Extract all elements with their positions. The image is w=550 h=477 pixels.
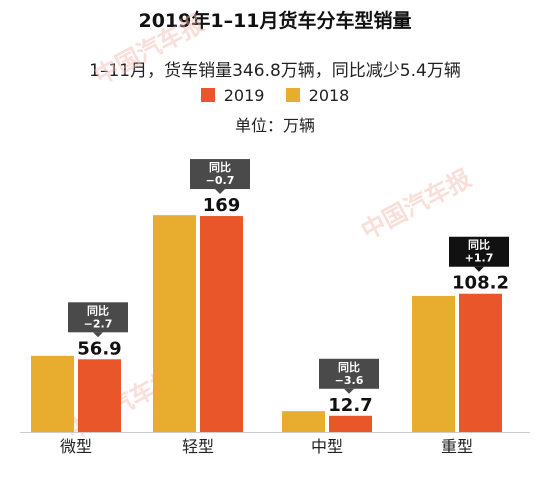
yoy-callout-pointer-1 (215, 189, 225, 195)
bar-2019-0 (78, 359, 121, 432)
legend-item-2018: 2018 (285, 86, 350, 105)
legend-swatch-2018 (285, 88, 300, 102)
yoy-callout-box-2 (319, 358, 379, 389)
data-label-2019-0: 56.9 (77, 338, 121, 359)
legend-item-2019: 2019 (200, 86, 265, 105)
yoy-callout-box-0 (68, 302, 128, 333)
chart-subtitle: 1–11月，货车销量346.8万辆，同比减少5.4万辆 (89, 61, 461, 81)
bar-2018-0 (31, 355, 74, 432)
yoy-callout-text-3: 同比 (468, 238, 490, 252)
data-label-2019-2: 12.7 (328, 395, 372, 416)
unit-label: 单位：万辆 (234, 116, 315, 135)
yoy-callout-box-1 (190, 159, 250, 190)
bar-2018-2 (282, 411, 325, 432)
yoy-callout-pointer-2 (344, 388, 354, 394)
chart-title: 2019年1–11月货车分车型销量 (138, 10, 412, 32)
bar-2019-1 (200, 216, 243, 432)
yoy-callout-text-1: 同比 (209, 160, 231, 174)
yoy-callout-text-3: +1.7 (465, 252, 494, 265)
bar-2019-2 (329, 415, 372, 432)
x-tick-label-2: 中型 (311, 437, 343, 456)
yoy-callout-pointer-3 (474, 266, 484, 272)
yoy-callout-text-2: −3.6 (335, 374, 364, 387)
bar-2018-3 (412, 295, 455, 432)
yoy-callout-text-0: −2.7 (84, 317, 113, 330)
yoy-callout-text-1: −0.7 (206, 174, 235, 187)
legend-swatch-2019 (200, 88, 215, 102)
yoy-callout-pointer-0 (93, 332, 103, 338)
data-label-2019-1: 169 (203, 195, 241, 216)
data-label-2019-3: 108.2 (452, 273, 509, 294)
yoy-callout-text-2: 同比 (338, 360, 360, 374)
x-tick-label-1: 轻型 (182, 437, 214, 456)
legend: 2019 2018 (0, 86, 550, 105)
x-tick-label-3: 重型 (441, 437, 473, 456)
x-tick-label-0: 微型 (60, 437, 92, 456)
legend-label-2019: 2019 (223, 86, 265, 105)
bar-2018-1 (153, 215, 196, 432)
yoy-callout-box-3 (449, 236, 509, 267)
yoy-callout-text-0: 同比 (87, 303, 109, 317)
legend-label-2018: 2018 (308, 86, 350, 105)
bar-2019-3 (459, 293, 502, 432)
